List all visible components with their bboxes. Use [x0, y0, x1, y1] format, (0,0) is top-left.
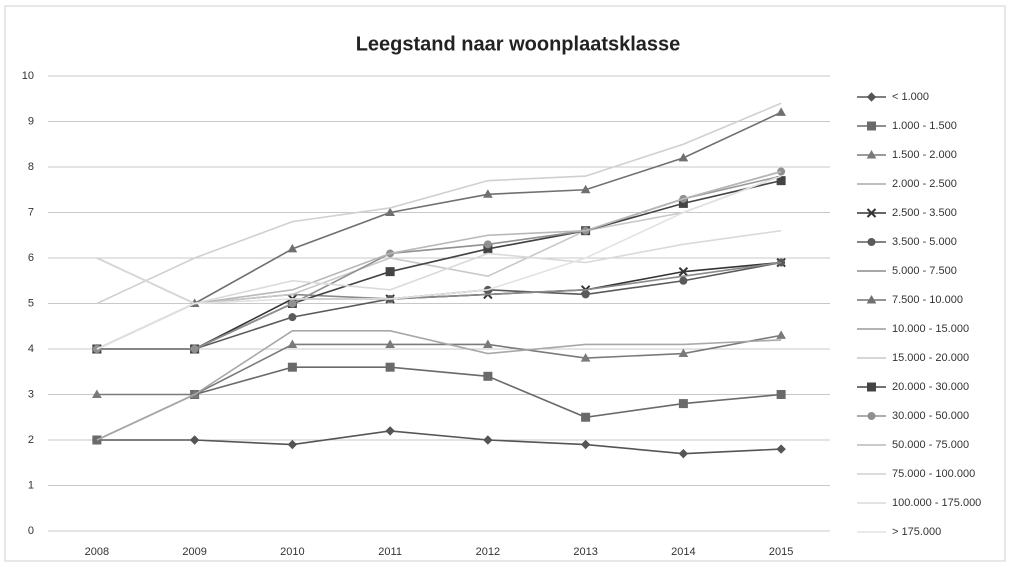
legend-label: 1.500 - 2.000 — [892, 149, 957, 161]
data-point — [385, 362, 395, 372]
y-tick-label: 10 — [22, 70, 34, 82]
y-tick-label: 8 — [28, 161, 34, 173]
data-point — [287, 439, 298, 450]
legend-marker — [866, 294, 877, 304]
data-point — [483, 371, 493, 381]
data-point — [581, 412, 591, 422]
legend-label: 2.000 - 2.500 — [892, 178, 957, 190]
legend-marker — [867, 382, 876, 392]
x-tick-label: 2012 — [476, 546, 500, 558]
data-point — [580, 439, 591, 450]
legend-label: 50.000 - 75.000 — [892, 439, 969, 451]
legend-marker — [866, 149, 877, 159]
x-tick-label: 2008 — [85, 546, 109, 558]
data-point — [483, 189, 493, 198]
data-point — [385, 207, 395, 216]
x-tick-label: 2015 — [769, 546, 793, 558]
legend-label: 3.500 - 5.000 — [892, 236, 957, 248]
x-tick-label: 2013 — [573, 546, 597, 558]
data-point — [190, 345, 199, 353]
legend-marker — [867, 121, 876, 131]
series-line — [96, 430, 782, 455]
data-point — [580, 353, 591, 362]
data-point — [288, 313, 297, 322]
legend-label: < 1.000 — [892, 91, 929, 103]
data-point — [776, 444, 786, 454]
x-tick-label: 2011 — [378, 546, 402, 558]
data-point — [776, 107, 786, 116]
data-point — [483, 339, 493, 348]
series-line — [96, 330, 782, 441]
series-line — [96, 111, 782, 350]
legend-label: 1.000 - 1.500 — [892, 120, 957, 132]
legend-label: 15.000 - 20.000 — [892, 352, 969, 364]
data-point — [678, 399, 688, 409]
series-line — [96, 229, 782, 305]
series-line — [96, 170, 782, 350]
chart-title: Leegstand naar woonplaatsklasse — [356, 33, 681, 55]
data-point — [483, 435, 493, 445]
data-point — [92, 389, 102, 398]
legend-label: 5.000 - 7.500 — [892, 265, 957, 277]
data-point — [288, 299, 297, 308]
data-point — [287, 243, 298, 253]
legend-label: 75.000 - 100.000 — [892, 468, 975, 480]
data-point — [483, 240, 492, 249]
x-tick-label: 2014 — [671, 546, 695, 558]
legend-marker — [867, 412, 876, 420]
data-point — [678, 348, 689, 358]
legend-label: 2.500 - 3.500 — [892, 207, 957, 219]
data-point — [385, 267, 395, 277]
legend-label: 30.000 - 50.000 — [892, 410, 969, 422]
data-point — [581, 290, 590, 299]
series-line — [96, 334, 782, 396]
series-line — [96, 102, 782, 305]
legend-label: > 175.000 — [892, 526, 941, 538]
data-point — [287, 339, 298, 348]
data-point — [679, 276, 688, 285]
data-point — [678, 266, 689, 277]
y-tick-label: 2 — [28, 434, 34, 446]
x-tick-label: 2009 — [182, 546, 206, 558]
series-line — [96, 175, 782, 350]
data-point — [385, 426, 395, 436]
data-point — [776, 330, 786, 339]
series-line — [96, 366, 782, 441]
legend-marker — [867, 238, 876, 246]
x-tick-label: 2010 — [280, 546, 304, 558]
y-tick-label: 9 — [28, 115, 34, 127]
y-tick-label: 0 — [28, 525, 34, 537]
legend-marker — [866, 208, 877, 218]
data-point — [776, 390, 786, 399]
legend-label: 7.500 - 10.000 — [892, 294, 963, 306]
y-tick-label: 7 — [28, 206, 34, 218]
y-tick-label: 4 — [28, 343, 34, 355]
legend-label: 100.000 - 175.000 — [892, 497, 981, 509]
legend-marker — [866, 92, 877, 102]
data-point — [678, 152, 689, 162]
data-point — [385, 339, 395, 348]
y-tick-label: 1 — [28, 479, 34, 491]
data-point — [678, 448, 689, 459]
data-point — [580, 184, 591, 194]
legend-label: 10.000 - 15.000 — [892, 323, 969, 335]
y-tick-label: 3 — [28, 388, 34, 400]
legend-label: 20.000 - 30.000 — [892, 381, 969, 393]
y-tick-label: 6 — [28, 252, 34, 264]
y-tick-label: 5 — [28, 297, 34, 309]
data-point — [287, 362, 297, 372]
data-point — [189, 435, 200, 445]
